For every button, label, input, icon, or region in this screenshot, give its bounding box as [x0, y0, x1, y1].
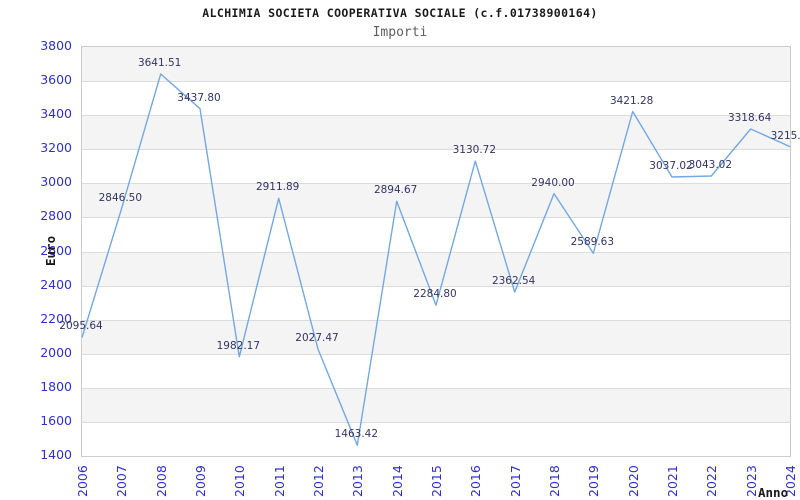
x-tick-label: 2020: [625, 465, 641, 497]
x-axis-title: Anno: [758, 485, 789, 500]
data-point-label: 3641.51: [137, 57, 182, 69]
series-svg: [81, 73, 791, 446]
data-point-label: 2027.47: [295, 332, 339, 345]
data-point-label: 2095.64: [59, 320, 103, 333]
x-tick-label: 2010: [232, 465, 248, 497]
y-tick-label: 2600: [40, 242, 72, 258]
x-tick-label: 2011: [271, 465, 287, 497]
plot-band: [82, 47, 790, 82]
x-tick-label: 2017: [507, 465, 523, 497]
plot-area: [81, 46, 791, 457]
plot-band: [82, 251, 790, 286]
gridline: [82, 115, 790, 116]
x-tick-label: 2021: [665, 465, 680, 497]
x-tick-label: 2022: [704, 465, 720, 497]
y-tick-label: 3000: [40, 174, 72, 190]
x-tick-label: 2007: [114, 465, 130, 497]
x-tick-label: 2012: [311, 465, 326, 497]
x-tick-label: 2014: [389, 465, 405, 497]
y-tick-label: 3800: [40, 38, 72, 53]
plot-band: [82, 115, 790, 150]
y-tick-label: 3600: [40, 72, 72, 88]
data-point-label: 1982.17: [216, 339, 261, 352]
gridline: [82, 388, 790, 389]
data-point-label: 3318.64: [727, 112, 772, 125]
x-tick-label: 2013: [350, 465, 366, 497]
gridline: [82, 252, 790, 253]
y-tick-label: 2800: [40, 208, 72, 224]
data-point-label: 3043.02: [688, 159, 733, 171]
data-point-label: 2911.89: [255, 181, 300, 194]
gridline: [82, 81, 790, 82]
data-point-label: 2846.50: [98, 192, 143, 205]
data-point-label: 2284.80: [413, 288, 457, 301]
chart-title: ALCHIMIA SOCIETA COOPERATIVA SOCIALE (c.…: [202, 6, 598, 20]
data-point-label: 3437.80: [177, 91, 221, 104]
gridline: [82, 286, 790, 287]
gridline: [82, 354, 790, 355]
y-tick-label: 2200: [40, 310, 72, 326]
y-tick-label: 2000: [40, 344, 72, 360]
gridline: [82, 217, 790, 218]
data-point-label: 1463.42: [334, 428, 379, 441]
y-tick-label: 1800: [40, 378, 72, 394]
data-point-label: 2894.67: [373, 184, 418, 197]
plot-band: [82, 387, 790, 422]
x-tick-label: 2008: [153, 465, 169, 497]
data-point-label: 3037.02: [649, 160, 693, 173]
y-tick-label: 1400: [40, 447, 72, 462]
x-tick-label: 2009: [193, 465, 208, 497]
data-point-label: 3215.3: [770, 129, 800, 142]
gridline: [82, 149, 790, 150]
x-tick-label: 2015: [429, 465, 444, 497]
y-tick-label: 1600: [40, 412, 72, 428]
plot-band: [82, 319, 790, 354]
data-point-label: 3130.72: [452, 144, 497, 157]
x-tick-label: 2006: [75, 465, 90, 497]
data-point-label: 2362.54: [491, 274, 536, 287]
data-point-label: 3421.28: [609, 94, 654, 107]
plot-band: [82, 183, 790, 218]
y-tick-label: 3200: [40, 140, 72, 156]
y-axis-title: Euro: [43, 235, 58, 266]
gridline: [82, 320, 790, 321]
gridline: [82, 422, 790, 423]
x-tick-label: 2016: [468, 465, 484, 497]
y-tick-label: 3400: [40, 106, 72, 122]
x-tick-label: 2018: [547, 465, 562, 497]
gridline: [82, 183, 790, 184]
x-tick-label: 2019: [586, 465, 602, 497]
chart-subtitle: Importi: [372, 25, 428, 40]
data-point-label: 2589.63: [570, 236, 615, 249]
y-tick-label: 2400: [40, 276, 72, 292]
x-tick-label: 2023: [743, 465, 759, 497]
series-line-importi: [81, 73, 791, 446]
data-point-label: 2940.00: [531, 176, 575, 189]
